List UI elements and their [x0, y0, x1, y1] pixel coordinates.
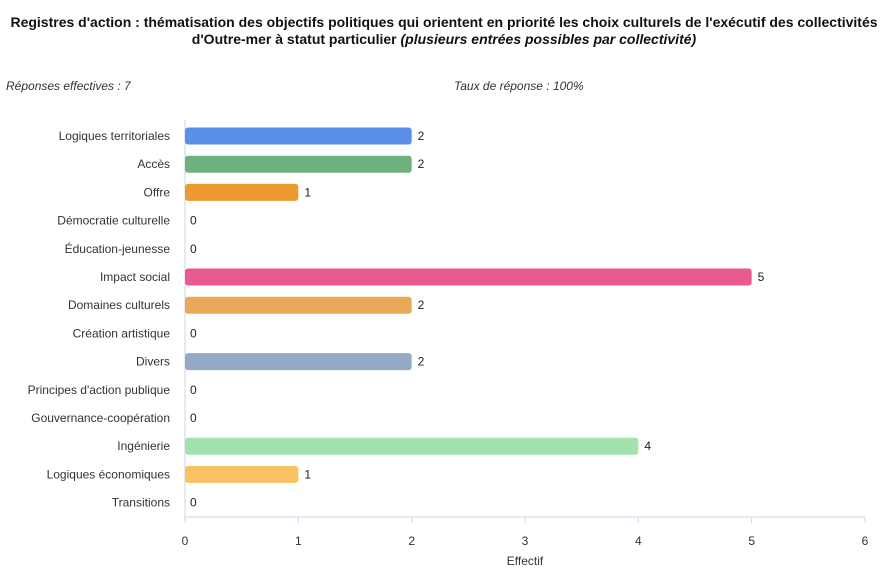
data-label: 0 [190, 214, 197, 228]
chart-title-italic: (plusieurs entrées possibles par collect… [400, 31, 697, 47]
category-label: Création artistique [73, 326, 171, 340]
responses-count: Réponses effectives : 7 [6, 79, 131, 93]
x-tick-label: 1 [295, 534, 302, 548]
data-label: 5 [758, 270, 765, 284]
bar [185, 127, 412, 145]
x-tick-label: 0 [182, 534, 189, 548]
x-tick-label: 3 [522, 534, 529, 548]
category-label: Divers [136, 355, 170, 369]
bar [185, 268, 752, 286]
bar [185, 465, 299, 483]
bar [185, 296, 412, 314]
category-label: Domaines culturels [68, 298, 170, 312]
category-label: Ingénierie [117, 439, 170, 453]
data-label: 0 [190, 383, 197, 397]
category-label: Logiques économiques [47, 467, 170, 481]
category-label: Transitions [112, 496, 170, 510]
bar [185, 155, 412, 173]
category-label: Gouvernance-coopération [31, 411, 170, 425]
data-label: 4 [644, 439, 651, 453]
data-label: 2 [418, 129, 425, 143]
data-label: 0 [190, 242, 197, 256]
x-axis-title: Effectif [507, 554, 544, 568]
data-label: 2 [418, 355, 425, 369]
data-label: 0 [190, 326, 197, 340]
bar [185, 437, 639, 455]
bar [185, 183, 299, 201]
data-label: 2 [418, 157, 425, 171]
response-rate: Taux de réponse : 100% [454, 79, 584, 93]
category-label: Impact social [100, 270, 170, 284]
category-label: Offre [144, 185, 171, 199]
category-label: Logiques territoriales [59, 129, 170, 143]
chart-title-main: Registres d'action : thématisation des o… [10, 14, 878, 47]
data-label: 0 [190, 496, 197, 510]
x-tick-label: 6 [862, 534, 869, 548]
category-label: Accès [137, 157, 170, 171]
bar [185, 353, 412, 371]
category-label: Éducation-jeunesse [65, 241, 171, 256]
x-tick-label: 5 [748, 534, 755, 548]
data-label: 0 [190, 411, 197, 425]
data-label: 1 [304, 467, 311, 481]
data-label: 2 [418, 298, 425, 312]
category-label: Principes d'action publique [28, 383, 171, 397]
data-label: 1 [304, 185, 311, 199]
chart-title: Registres d'action : thématisation des o… [10, 14, 878, 48]
x-tick-label: 2 [408, 534, 415, 548]
category-label: Démocratie culturelle [57, 214, 170, 228]
x-tick-label: 4 [635, 534, 642, 548]
